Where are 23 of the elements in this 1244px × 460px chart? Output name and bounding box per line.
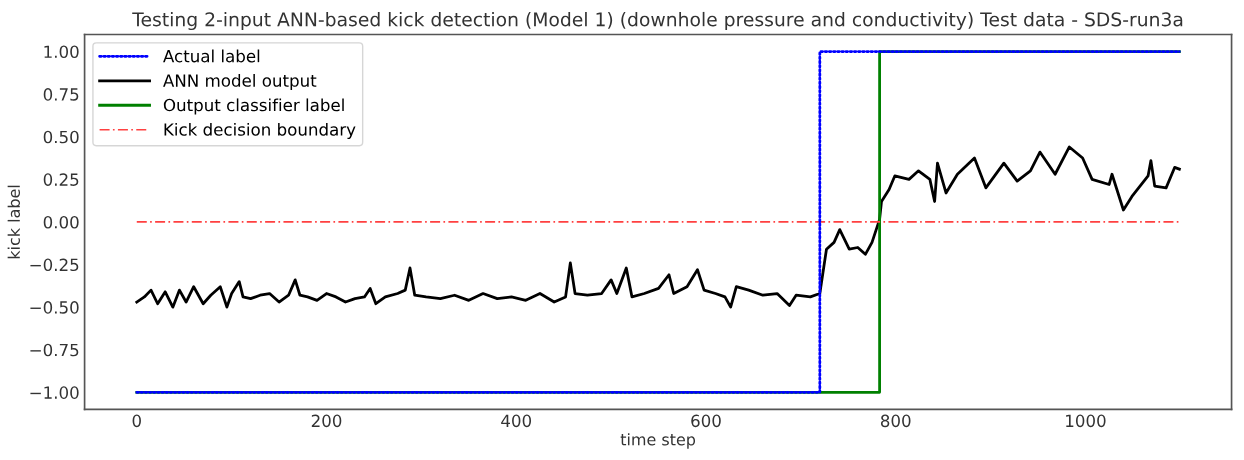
legend-label: Output classifier label xyxy=(163,98,344,115)
legend-label: Actual label xyxy=(163,49,260,63)
line-series xyxy=(135,145,1181,309)
x-axis-title: time step xyxy=(620,433,696,449)
y-axis-title: kick label xyxy=(7,185,21,259)
x-tick-label: 400 xyxy=(501,414,532,428)
x-tick-label: 1000 xyxy=(1066,414,1106,428)
x-tick-label: 800 xyxy=(880,414,911,428)
x-tick-label: 600 xyxy=(691,414,721,428)
y-tick-label: 0.25 xyxy=(43,173,79,186)
y-tick-label: −0.25 xyxy=(30,258,79,272)
y-tick-label: 0.75 xyxy=(43,88,79,101)
y-tick-label: −0.75 xyxy=(30,343,79,357)
chart-title: Testing 2-input ANN-based kick detection (Model 1) (downhole pressure and conductivity) Test data - SDS-run3a xyxy=(132,11,1183,31)
x-tick-label: 200 xyxy=(311,414,342,428)
y-tick-label: 0.00 xyxy=(43,215,79,229)
y-tick-label: −1.00 xyxy=(30,386,79,399)
y-tick-label: 1.00 xyxy=(44,45,79,59)
legend-label: ANN model output xyxy=(163,73,317,91)
y-tick-label: 0.50 xyxy=(43,130,79,144)
x-tick-label: 0 xyxy=(132,414,141,428)
legend-label: Kick decision boundary xyxy=(164,122,356,140)
y-tick-label: −0.50 xyxy=(30,301,79,314)
